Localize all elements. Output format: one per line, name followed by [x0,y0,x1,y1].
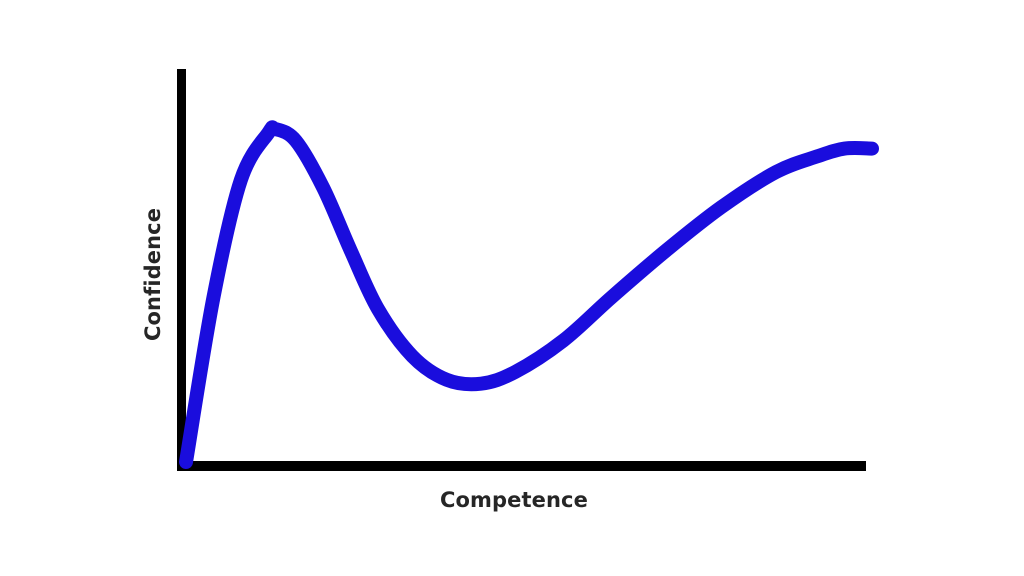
confidence-curve [179,120,879,469]
x-axis-label: Competence [440,488,588,512]
y-axis-label: Confidence [141,207,165,341]
x-axis-line [177,461,866,471]
y-axis-line [177,69,186,471]
